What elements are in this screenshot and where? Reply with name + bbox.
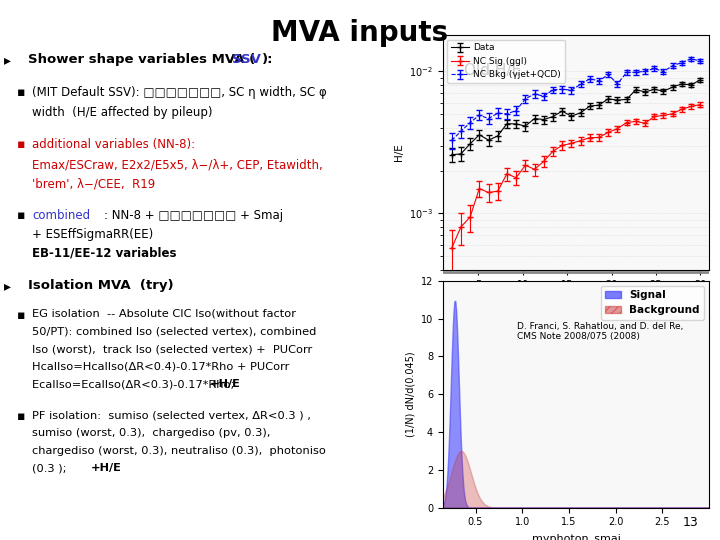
Text: combined: combined — [32, 208, 91, 221]
Text: EB-11/EE-12 variables: EB-11/EE-12 variables — [32, 246, 177, 259]
Text: ▪: ▪ — [17, 85, 26, 98]
X-axis label: myphoton_smaj: myphoton_smaj — [531, 533, 621, 540]
Text: ):: ): — [262, 53, 274, 66]
Text: EcalIso=EcalIso(ΔR<0.3)-0.17*Rho;: EcalIso=EcalIso(ΔR<0.3)-0.17*Rho; — [32, 379, 242, 389]
Text: Emax/ESCraw, E2x2/E5x5, λ−/λ+, CEP, Etawidth,: Emax/ESCraw, E2x2/E5x5, λ−/λ+, CEP, Etaw… — [32, 158, 323, 171]
Legend: Data, NC Sig (ggl), NC Bkg (γjet+QCD): Data, NC Sig (ggl), NC Bkg (γjet+QCD) — [447, 39, 565, 83]
Text: Old H/E: Old H/E — [464, 63, 521, 78]
Text: 50/PT): combined Iso (selected vertex), combined: 50/PT): combined Iso (selected vertex), … — [32, 327, 317, 336]
Text: D. Franci, S. Rahatlou, and D. del Re,
CMS Note 2008/075 (2008): D. Franci, S. Rahatlou, and D. del Re, C… — [518, 322, 684, 341]
Text: ▸: ▸ — [4, 53, 12, 67]
Text: : NN-8 + □□□□□□□ + Smaj: : NN-8 + □□□□□□□ + Smaj — [104, 208, 283, 221]
Text: width  (H/E affected by pileup): width (H/E affected by pileup) — [32, 106, 213, 119]
Text: 'brem', λ−/CEE,  R19: 'brem', λ−/CEE, R19 — [32, 178, 156, 191]
Text: Iso (worst),  track Iso (selected vertex) +  PUCorr: Iso (worst), track Iso (selected vertex)… — [32, 344, 312, 354]
Text: +H/E: +H/E — [91, 463, 122, 473]
Text: PF isolation:  sumiso (selected vertex, ΔR<0.3 ) ,: PF isolation: sumiso (selected vertex, Δ… — [32, 410, 311, 421]
Text: +H/E: +H/E — [210, 379, 240, 389]
Text: Isolation MVA  (try): Isolation MVA (try) — [28, 279, 174, 292]
Text: ▪: ▪ — [17, 309, 26, 322]
Text: SSV: SSV — [233, 53, 261, 66]
Text: ▪: ▪ — [17, 138, 26, 151]
Text: HcalIso=HcalIso(ΔR<0.4)-0.17*Rho + PUCorr: HcalIso=HcalIso(ΔR<0.4)-0.17*Rho + PUCor… — [32, 362, 289, 372]
Text: EG isolation  -- Absolute CIC Iso(without factor: EG isolation -- Absolute CIC Iso(without… — [32, 309, 297, 319]
Y-axis label: (1/N) dN/d(0.045): (1/N) dN/d(0.045) — [405, 352, 415, 437]
Text: sumiso (worst, 0.3),  chargediso (pv, 0.3),: sumiso (worst, 0.3), chargediso (pv, 0.3… — [32, 428, 271, 438]
Text: Shower shape variables MVA (: Shower shape variables MVA ( — [28, 53, 256, 66]
Text: MVA inputs: MVA inputs — [271, 19, 449, 47]
Text: 13: 13 — [683, 516, 698, 529]
Text: chargediso (worst, 0.3), neutraliso (0.3),  photoniso: chargediso (worst, 0.3), neutraliso (0.3… — [32, 446, 326, 456]
Text: + ESEffSigmaRR(EE): + ESEffSigmaRR(EE) — [32, 228, 153, 241]
Legend: Signal, Background: Signal, Background — [601, 286, 704, 320]
Text: ▪: ▪ — [17, 410, 26, 423]
Text: (0.3 );: (0.3 ); — [32, 463, 74, 473]
Text: ▸: ▸ — [4, 279, 12, 293]
Text: additional variables (NN-8):: additional variables (NN-8): — [32, 138, 196, 151]
Text: ▪: ▪ — [17, 208, 26, 221]
Text: (MIT Default SSV): □□□□□□□, SC η width, SC φ: (MIT Default SSV): □□□□□□□, SC η width, … — [32, 85, 327, 98]
Y-axis label: H/E: H/E — [394, 144, 403, 161]
X-axis label: # of vertices: # of vertices — [542, 295, 610, 305]
